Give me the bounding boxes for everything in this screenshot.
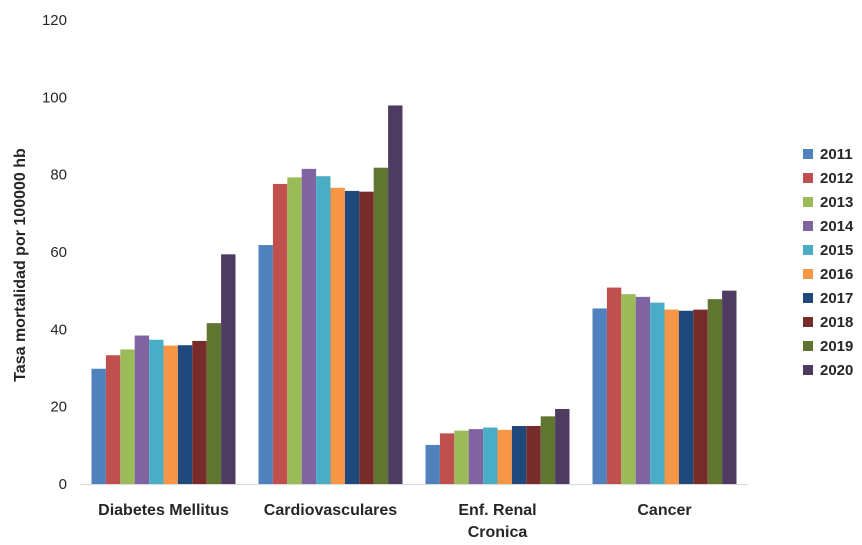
bar xyxy=(330,187,345,484)
x-category-label: Enf. Renal xyxy=(458,502,536,519)
y-tick-label: 20 xyxy=(50,399,67,416)
bar xyxy=(511,426,527,484)
bar xyxy=(149,339,164,484)
y-tick-label: 80 xyxy=(50,167,67,184)
bar xyxy=(497,429,512,484)
bar xyxy=(606,287,622,484)
legend-label: 2017 xyxy=(820,290,853,307)
bar xyxy=(221,254,236,484)
legend-swatch xyxy=(803,197,813,207)
bar xyxy=(163,345,178,484)
y-tick-label: 0 xyxy=(59,476,67,493)
legend-swatch xyxy=(803,293,813,303)
bar xyxy=(359,191,374,484)
bar xyxy=(258,245,273,484)
y-tick-label: 120 xyxy=(42,12,67,29)
bar xyxy=(483,427,498,484)
y-axis-ticks: 0 20 40 60 80 100 120 xyxy=(42,12,67,493)
bar xyxy=(105,355,121,484)
bar xyxy=(177,345,193,484)
bar xyxy=(388,105,403,484)
plot-area xyxy=(91,105,737,484)
y-axis-label: Tasa mortalidad por 100000 hb xyxy=(12,148,29,382)
bar xyxy=(454,430,469,484)
bar xyxy=(192,340,207,484)
bar xyxy=(316,176,331,484)
x-category-label: Cardiovasculares xyxy=(264,502,398,519)
bar xyxy=(693,309,708,484)
bar xyxy=(621,294,636,484)
legend-swatch xyxy=(803,173,813,183)
bar xyxy=(373,167,389,484)
legend-label: 2012 xyxy=(820,170,853,187)
bar xyxy=(206,323,222,484)
legend-label: 2019 xyxy=(820,338,853,355)
bar xyxy=(468,429,484,484)
legend-label: 2015 xyxy=(820,242,853,259)
bar xyxy=(722,290,737,484)
legend-label: 2011 xyxy=(820,146,853,163)
y-tick-label: 60 xyxy=(50,244,67,261)
bar xyxy=(120,349,135,484)
legend-swatch xyxy=(803,245,813,255)
bar xyxy=(592,308,607,484)
x-axis-categories: Diabetes Mellitus Cardiovasculares Enf. Re… xyxy=(98,502,691,541)
bar xyxy=(555,408,570,484)
bar xyxy=(344,190,360,484)
bar xyxy=(707,299,723,484)
legend-swatch xyxy=(803,365,813,375)
bar xyxy=(650,302,665,484)
legend-swatch xyxy=(803,221,813,231)
bar xyxy=(526,426,541,484)
legend: 2011 2012 2013 2014 2015 2016 2017 2018 2019 2020 xyxy=(803,146,854,379)
legend-swatch xyxy=(803,341,813,351)
y-tick-label: 40 xyxy=(50,321,67,338)
bar xyxy=(678,310,694,484)
legend-swatch xyxy=(803,317,813,327)
legend-label: 2018 xyxy=(820,314,853,331)
y-tick-label: 100 xyxy=(42,89,67,106)
legend-swatch xyxy=(803,149,813,159)
x-category-label: Diabetes Mellitus xyxy=(98,502,229,519)
bar xyxy=(301,168,317,484)
bar xyxy=(425,444,440,484)
bar xyxy=(439,433,455,484)
bar xyxy=(287,177,302,484)
legend-label: 2020 xyxy=(820,362,853,379)
x-category-label: Cancer xyxy=(637,502,691,519)
bar xyxy=(664,309,679,484)
bar xyxy=(272,183,288,484)
legend-label: 2013 xyxy=(820,194,853,211)
bar xyxy=(635,296,651,484)
bar xyxy=(540,416,556,484)
legend-swatch xyxy=(803,269,813,279)
legend-label: 2014 xyxy=(820,218,854,235)
bar xyxy=(134,335,150,484)
legend-label: 2016 xyxy=(820,266,853,283)
bar xyxy=(91,368,106,484)
x-category-label: Cronica xyxy=(468,524,528,541)
